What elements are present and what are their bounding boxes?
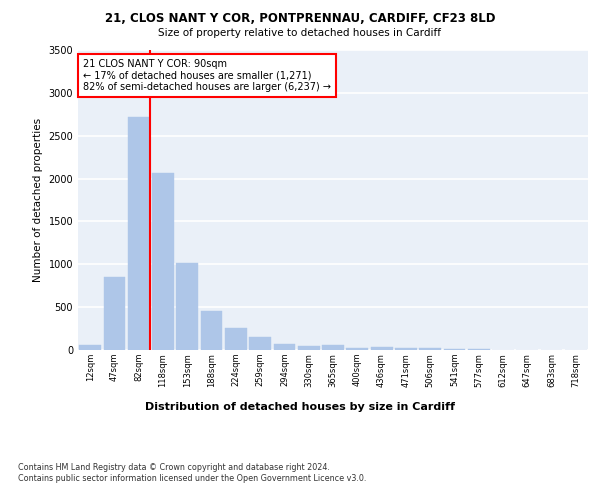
Text: Contains HM Land Registry data © Crown copyright and database right 2024.: Contains HM Land Registry data © Crown c…	[18, 462, 330, 471]
Bar	[225, 328, 247, 350]
Text: Contains public sector information licensed under the Open Government Licence v3: Contains public sector information licen…	[18, 474, 367, 483]
Bar	[274, 344, 295, 350]
Bar	[371, 347, 392, 350]
Bar	[443, 349, 466, 350]
Bar	[346, 348, 368, 350]
Bar	[104, 277, 125, 350]
Bar	[128, 117, 149, 350]
Bar	[249, 336, 271, 350]
Bar	[200, 312, 223, 350]
Bar	[419, 348, 441, 350]
Bar	[298, 346, 320, 350]
Bar	[176, 264, 198, 350]
Bar	[79, 346, 101, 350]
Bar	[152, 172, 174, 350]
Bar	[395, 348, 417, 350]
Bar	[322, 346, 344, 350]
Text: Size of property relative to detached houses in Cardiff: Size of property relative to detached ho…	[158, 28, 442, 38]
Text: 21 CLOS NANT Y COR: 90sqm
← 17% of detached houses are smaller (1,271)
82% of se: 21 CLOS NANT Y COR: 90sqm ← 17% of detac…	[83, 59, 331, 92]
Text: Distribution of detached houses by size in Cardiff: Distribution of detached houses by size …	[145, 402, 455, 412]
Y-axis label: Number of detached properties: Number of detached properties	[33, 118, 43, 282]
Text: 21, CLOS NANT Y COR, PONTPRENNAU, CARDIFF, CF23 8LD: 21, CLOS NANT Y COR, PONTPRENNAU, CARDIF…	[105, 12, 495, 26]
